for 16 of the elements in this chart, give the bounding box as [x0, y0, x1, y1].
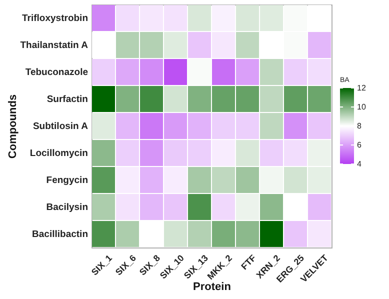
- y-tick-label: Bacillibactin: [32, 229, 88, 240]
- y-tick-label: Surfactin: [46, 94, 88, 105]
- color-bar-label: 12: [357, 84, 366, 92]
- y-tick-label: Locillomycin: [30, 148, 88, 159]
- y-tick-label: Trifloxystrobin: [22, 13, 88, 24]
- y-axis-title: Compounds: [7, 94, 19, 159]
- color-bar-label: 8: [357, 122, 362, 130]
- y-tick-label: Tebuconazole: [25, 67, 88, 78]
- color-bar-label: 4: [357, 160, 362, 168]
- y-tick-label: Bacilysin: [46, 202, 88, 213]
- y-tick-label: Thailanstatin A: [20, 40, 88, 51]
- x-axis-title: Protein: [193, 281, 232, 293]
- y-tick-label: Fengycin: [46, 175, 88, 186]
- color-bar-label: 6: [357, 140, 362, 150]
- y-tick-label: Subtilosin A: [32, 121, 88, 132]
- color-bar-label: 10: [357, 102, 366, 112]
